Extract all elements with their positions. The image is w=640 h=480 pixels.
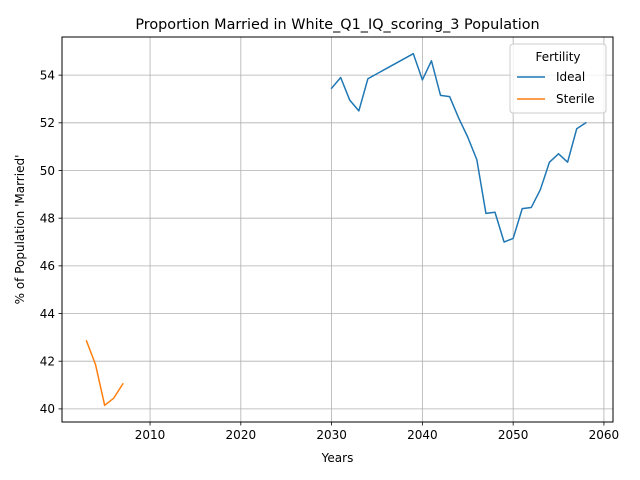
x-tick-label: 2030 [316,428,347,442]
y-tick-label: 48 [40,211,55,225]
legend: Fertility Ideal Sterile [509,43,607,114]
x-tick-label: 2010 [135,428,166,442]
x-tick-label: 2040 [407,428,438,442]
x-axis-label: Years [321,451,354,465]
y-tick-label: 44 [40,307,55,321]
y-tick-label: 42 [40,355,55,369]
y-tick-label: 54 [40,68,55,82]
y-axis-label: % of Population 'Married' [13,155,27,305]
chart-title: Proportion Married in White_Q1_IQ_scorin… [135,17,539,33]
series-line-sterile [85,339,124,407]
tick-layer: 2010 2020 2030 2040 2050 2060 40 42 44 46 48 50 52 54 [40,68,619,442]
series-line-ideal [330,52,587,243]
plot-area-frame [61,36,614,423]
x-tick-label: 2020 [226,428,257,442]
x-tick-label: 2060 [589,428,620,442]
legend-title: Fertility [535,50,580,64]
y-tick-label: 46 [40,259,55,273]
x-tick-label: 2050 [498,428,529,442]
y-tick-label: 40 [40,402,55,416]
legend-box [509,43,607,114]
series-layer [85,52,587,407]
legend-label-ideal: Ideal [556,70,585,84]
y-tick-label: 50 [40,164,55,178]
y-tick-label: 52 [40,116,55,130]
grid-layer [62,37,613,422]
legend-label-sterile: Sterile [556,92,595,106]
